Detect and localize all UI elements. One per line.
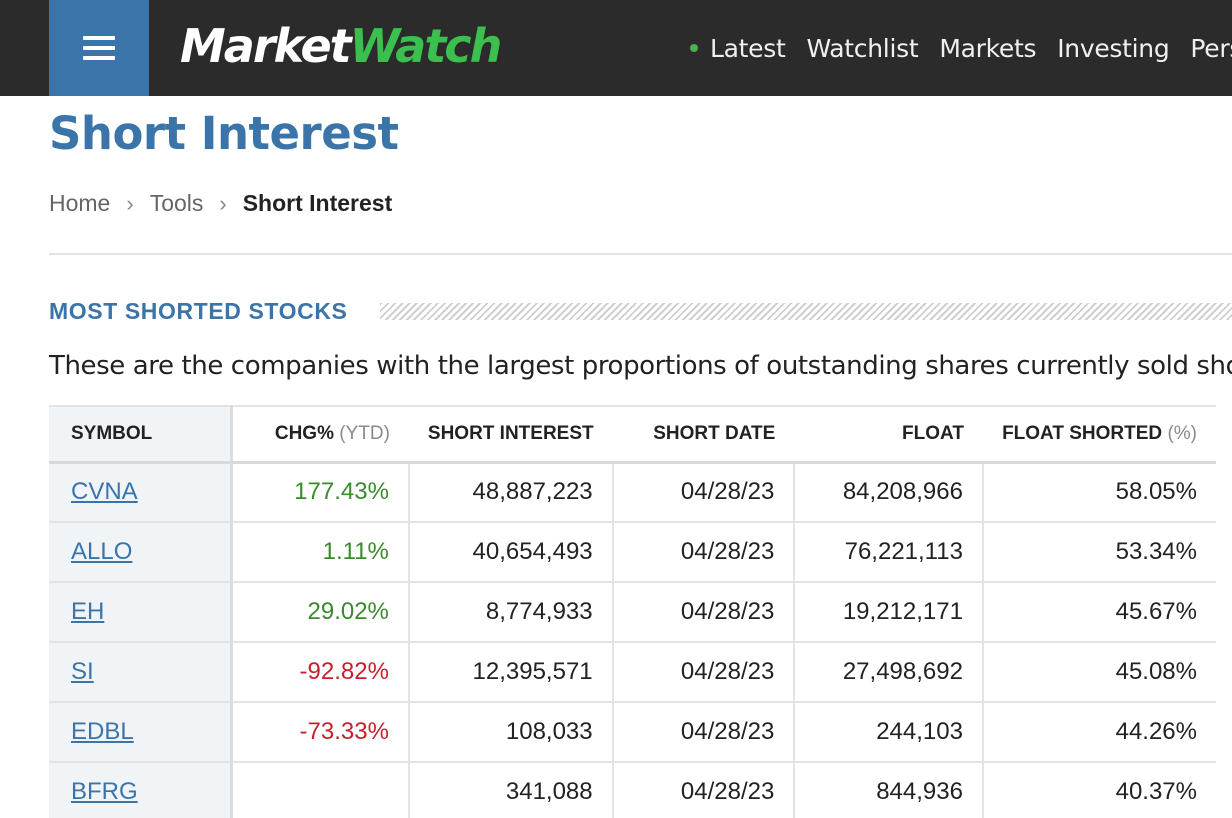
breadcrumb-current: Short Interest (242, 190, 393, 216)
main-nav: Latest Watchlist Markets Investing Pers (690, 28, 1232, 68)
hamburger-menu-icon (83, 56, 115, 60)
cell-float-shorted: 45.08% (982, 642, 1216, 703)
symbol-link[interactable]: EDBL (71, 718, 134, 745)
column-header-short-interest[interactable]: SHORT INTEREST (408, 405, 613, 464)
cell-float: 244,103 (794, 702, 984, 763)
cell-short-interest: 8,774,933 (408, 582, 614, 643)
column-header-float-shorted[interactable]: FLOAT SHORTED (%) (982, 405, 1216, 464)
cell-symbol: CVNA (49, 462, 233, 523)
cell-float-shorted: 45.67% (982, 582, 1216, 643)
symbol-link[interactable]: ALLO (71, 538, 133, 565)
cell-symbol: EDBL (49, 702, 233, 763)
cell-short-interest: 108,033 (408, 702, 614, 763)
cell-short-interest: 12,395,571 (408, 642, 614, 703)
section-description: These are the companies with the largest… (49, 351, 1232, 381)
cell-short-date: 04/28/23 (612, 462, 796, 523)
column-header-short-date[interactable]: SHORT DATE (612, 405, 795, 464)
section-title: MOST SHORTED STOCKS (49, 298, 348, 324)
column-header-short-interest-label: SHORT INTEREST (427, 422, 594, 444)
cell-short-interest: 40,654,493 (408, 522, 614, 583)
chevron-right-icon: › (126, 190, 134, 216)
table-row: ALLO 1.11% 40,654,493 04/28/23 76,221,11… (49, 522, 1216, 583)
cell-chg: -73.33% (231, 702, 410, 763)
cell-float: 19,212,171 (794, 582, 984, 643)
section-hatch-decoration (380, 303, 1232, 320)
column-header-chg[interactable]: CHG% (YTD) (231, 405, 409, 464)
green-dot-icon (690, 44, 698, 52)
cell-symbol: SI (49, 642, 233, 703)
cell-symbol: EH (49, 582, 233, 643)
divider (49, 253, 1232, 255)
column-header-float-shorted-label: FLOAT SHORTED (1002, 422, 1163, 444)
cell-float: 844,936 (794, 762, 984, 818)
top-navigation-bar: MarketWatch Latest Watchlist Markets Inv… (0, 0, 1232, 96)
table-row: EH 29.02% 8,774,933 04/28/23 19,212,171 … (49, 582, 1216, 643)
hamburger-menu-button[interactable] (49, 0, 149, 96)
cell-chg: 177.43% (231, 462, 410, 523)
cell-chg (231, 762, 410, 818)
cell-float: 27,498,692 (794, 642, 984, 703)
cell-float-shorted: 40.37% (982, 762, 1216, 818)
nav-item-watchlist[interactable]: Watchlist (806, 33, 919, 63)
column-header-chg-label: CHG% (274, 422, 334, 444)
breadcrumb: Home › Tools › Short Interest (49, 190, 392, 217)
nav-item-markets[interactable]: Markets (939, 33, 1037, 63)
nav-item-latest[interactable]: Latest (710, 33, 786, 63)
table-header-row: SYMBOL CHG% (YTD) SHORT INTEREST SHORT D… (49, 405, 1216, 464)
cell-float: 84,208,966 (794, 462, 984, 523)
hamburger-menu-icon (83, 36, 115, 40)
column-header-float-shorted-qualifier: (%) (1167, 422, 1197, 444)
column-header-short-date-label: SHORT DATE (653, 422, 776, 444)
symbol-link[interactable]: CVNA (71, 478, 138, 506)
table-row: SI -92.82% 12,395,571 04/28/23 27,498,69… (49, 642, 1216, 703)
table-row: BFRG 341,088 04/28/23 844,936 40.37% (49, 762, 1216, 818)
logo-text-market: Market (180, 19, 352, 73)
page-title: Short Interest (49, 107, 399, 160)
column-header-float[interactable]: FLOAT (794, 405, 983, 464)
cell-short-interest: 341,088 (408, 762, 614, 818)
cell-chg: -92.82% (231, 642, 410, 703)
symbol-link[interactable]: EH (71, 598, 105, 625)
cell-chg: 29.02% (231, 582, 410, 643)
nav-item-personal-finance[interactable]: Pers (1190, 33, 1232, 63)
cell-float-shorted: 44.26% (982, 702, 1216, 763)
logo-text-watch: Watch (349, 19, 503, 73)
marketwatch-logo[interactable]: MarketWatch (180, 16, 503, 76)
cell-chg: 1.11% (231, 522, 410, 583)
most-shorted-stocks-table: SYMBOL CHG% (YTD) SHORT INTEREST SHORT D… (49, 405, 1216, 818)
column-header-chg-qualifier: (YTD) (339, 422, 390, 444)
cell-short-date: 04/28/23 (612, 522, 796, 583)
symbol-link[interactable]: BFRG (71, 778, 138, 805)
cell-float-shorted: 58.05% (982, 462, 1216, 523)
chevron-right-icon: › (219, 190, 227, 216)
cell-short-date: 04/28/23 (612, 762, 796, 818)
hamburger-menu-icon (83, 46, 115, 50)
nav-item-investing[interactable]: Investing (1057, 33, 1170, 63)
column-header-symbol[interactable]: SYMBOL (49, 405, 233, 464)
cell-float-shorted: 53.34% (982, 522, 1216, 583)
breadcrumb-home[interactable]: Home (49, 190, 111, 216)
symbol-link[interactable]: SI (71, 658, 94, 685)
cell-symbol: BFRG (49, 762, 233, 818)
table-row: EDBL -73.33% 108,033 04/28/23 244,103 44… (49, 702, 1216, 763)
cell-short-date: 04/28/23 (612, 642, 796, 703)
cell-short-date: 04/28/23 (612, 702, 796, 763)
table-row: CVNA 177.43% 48,887,223 04/28/23 84,208,… (49, 462, 1216, 523)
column-header-float-label: FLOAT (902, 422, 964, 444)
column-header-symbol-label: SYMBOL (71, 422, 153, 444)
cell-short-interest: 48,887,223 (408, 462, 614, 523)
cell-symbol: ALLO (49, 522, 233, 583)
cell-float: 76,221,113 (794, 522, 984, 583)
breadcrumb-tools[interactable]: Tools (149, 190, 204, 216)
cell-short-date: 04/28/23 (612, 582, 796, 643)
